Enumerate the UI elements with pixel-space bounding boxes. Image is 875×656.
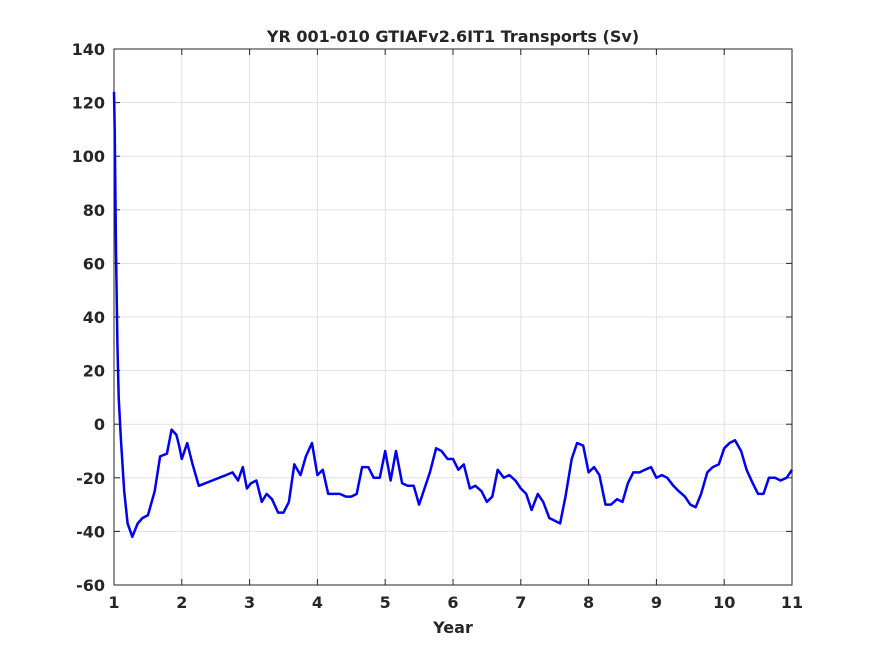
x-axis-label: Year [432,618,473,637]
x-tick-label: 1 [108,593,119,612]
y-tick-label: 0 [94,415,105,434]
y-tick-label: -20 [76,469,105,488]
x-tick-label: 2 [176,593,187,612]
chart-title: YR 001-010 GTIAFv2.6IT1 Transports (Sv) [266,27,639,46]
y-tick-label: -60 [76,576,105,595]
y-tick-label: 80 [83,201,105,220]
x-tick-label: 3 [244,593,255,612]
x-tick-label: 5 [380,593,391,612]
x-tick-label: 4 [312,593,323,612]
x-tick-label: 7 [515,593,526,612]
x-axis: 1 2 3 4 5 6 7 8 9 10 11 [108,49,803,612]
x-tick-label: 8 [583,593,594,612]
series-line [112,91,794,539]
x-tick-label: 11 [781,593,803,612]
y-tick-label: 60 [83,254,105,273]
x-tick-label: 9 [651,593,662,612]
y-axis: -60 -40 -20 0 20 40 60 80 100 120 140 [72,40,792,595]
x-tick-label: 6 [447,593,458,612]
y-tick-label: 40 [83,308,105,327]
y-tick-label: 140 [72,40,105,59]
x-tick-label: 10 [713,593,735,612]
y-tick-label: 120 [72,94,105,113]
y-tick-label: -40 [76,522,105,541]
y-tick-label: 20 [83,362,105,381]
y-tick-label: 100 [72,147,105,166]
